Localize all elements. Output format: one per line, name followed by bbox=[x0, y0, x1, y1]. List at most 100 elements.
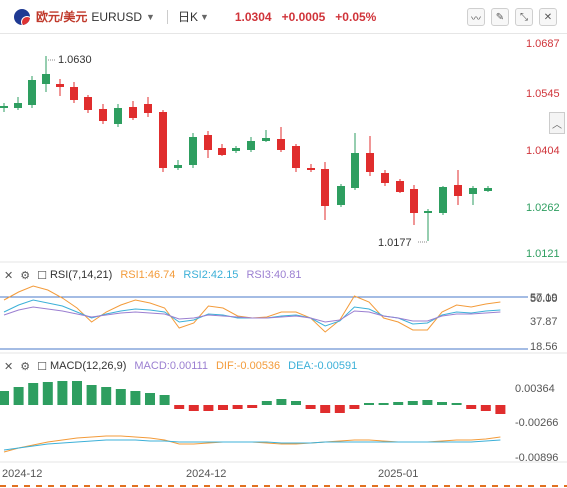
y-label: 1.0687 bbox=[526, 38, 560, 50]
rsi-y-label: 18.56 bbox=[530, 341, 558, 353]
macd-histogram-bar bbox=[480, 405, 491, 411]
candle-body bbox=[189, 137, 197, 165]
macd-histogram-bar bbox=[57, 381, 68, 405]
macd-header: ✕ ⚙ ☐ MACD(12,26,9) MACD:0.00111 DIF:-0.… bbox=[4, 357, 365, 375]
macd-histogram-bar bbox=[13, 387, 24, 405]
chevron-down-icon[interactable]: ▼ bbox=[146, 11, 155, 22]
rsi-y-label: 50.00 bbox=[530, 293, 558, 305]
macd-histogram-bar bbox=[320, 405, 331, 413]
candle-body bbox=[439, 187, 447, 213]
pair-name-cn[interactable]: 欧元/美元 bbox=[36, 10, 88, 24]
macd-histogram-bar bbox=[247, 405, 258, 408]
candle-body bbox=[381, 173, 389, 183]
macd-histogram-bar bbox=[495, 405, 506, 414]
macd-y-label: -0.00266 bbox=[515, 417, 558, 429]
macd-histogram-bar bbox=[130, 391, 141, 405]
macd-histogram-bar bbox=[437, 402, 447, 405]
macd-histogram-bar bbox=[349, 405, 360, 409]
candle-body bbox=[396, 181, 404, 192]
low-price-label: 1.0177 bbox=[378, 237, 412, 249]
macd-histogram-bar bbox=[115, 389, 126, 405]
current-price: 1.0304 bbox=[234, 9, 272, 24]
candle-body bbox=[129, 107, 137, 118]
gear-icon[interactable]: ⚙ bbox=[20, 269, 31, 282]
macd-histogram-bar bbox=[305, 405, 316, 409]
y-label: 1.0404 bbox=[526, 145, 560, 157]
macd-histogram-bar bbox=[218, 405, 228, 410]
macd-histogram-bar bbox=[86, 385, 97, 405]
macd-histogram-bar bbox=[364, 403, 374, 405]
dea-value: DEA:-0.00591 bbox=[288, 360, 358, 372]
chevron-up-icon[interactable]: ︿ bbox=[549, 112, 565, 134]
macd-histogram-bar bbox=[276, 399, 287, 405]
dif-value: DIF:-0.00536 bbox=[215, 360, 281, 372]
rsi-y-label: 57.19 bbox=[530, 292, 558, 304]
candle-body bbox=[14, 103, 22, 108]
checkbox-icon[interactable]: ☐ bbox=[37, 360, 47, 373]
candle-body bbox=[484, 188, 492, 191]
rsi-header: ✕ ⚙ ☐ RSI(7,14,21) RSI1:46.74 RSI2:42.15… bbox=[4, 266, 309, 284]
candle-body bbox=[337, 186, 345, 205]
gear-icon[interactable]: ⚙ bbox=[20, 360, 31, 373]
x-axis-label: 2024-12 bbox=[2, 468, 42, 480]
chart-tools: 〰 ✎ ⤡ ✕ bbox=[467, 8, 557, 26]
x-axis-label: 2024-12 bbox=[186, 468, 226, 480]
macd-histogram-bar bbox=[451, 403, 462, 405]
candle-body bbox=[232, 148, 240, 151]
candle-body bbox=[174, 165, 182, 168]
close-icon[interactable]: ✕ bbox=[539, 8, 557, 26]
candle-body bbox=[410, 189, 418, 213]
rsi1-value: RSI1:46.74 bbox=[120, 269, 176, 281]
candle-body bbox=[204, 135, 212, 150]
macd-y-label: 0.00364 bbox=[515, 383, 555, 395]
rsi3-value: RSI3:40.81 bbox=[246, 269, 302, 281]
candle-body bbox=[218, 148, 226, 155]
macd-y-label: -0.00896 bbox=[515, 452, 558, 464]
rsi-title: RSI(7,14,21) bbox=[49, 269, 113, 281]
candle-body bbox=[42, 74, 50, 84]
price-change: +0.0005 bbox=[281, 9, 326, 24]
y-label: 1.0262 bbox=[526, 202, 560, 214]
y-label: 1.0121 bbox=[526, 248, 560, 260]
macd-histogram-bar bbox=[422, 400, 433, 405]
candle-body bbox=[321, 169, 329, 206]
pencil-icon[interactable]: ✎ bbox=[491, 8, 509, 26]
macd-histogram-bar bbox=[378, 403, 389, 405]
checkbox-icon[interactable]: ☐ bbox=[37, 269, 47, 282]
period-chevron-down-icon[interactable]: ▼ bbox=[199, 11, 209, 22]
macd-histogram-bar bbox=[72, 381, 82, 405]
line-chart-icon[interactable]: 〰 bbox=[467, 8, 485, 26]
macd-histogram-bar bbox=[28, 383, 39, 405]
pair-code[interactable]: EURUSD bbox=[91, 9, 143, 24]
high-price-label: 1.0630 bbox=[58, 54, 92, 66]
x-axis-label: 2025-01 bbox=[378, 468, 418, 480]
macd-histogram-bar bbox=[145, 393, 155, 405]
macd-histogram-bar bbox=[101, 387, 112, 405]
close-icon[interactable]: ✕ bbox=[4, 269, 14, 282]
macd-histogram-bar bbox=[232, 405, 243, 409]
expand-icon[interactable]: ⤡ bbox=[515, 8, 533, 26]
candle-body bbox=[99, 109, 107, 121]
macd-histogram-bar bbox=[261, 401, 272, 405]
period-selector[interactable]: 日K bbox=[177, 10, 198, 24]
rsi-y-label: 37.87 bbox=[530, 316, 558, 328]
macd-value: MACD:0.00111 bbox=[134, 360, 208, 372]
macd-title: MACD(12,26,9) bbox=[49, 360, 127, 372]
candle-body bbox=[292, 146, 300, 168]
candle-body bbox=[454, 185, 462, 196]
y-label: 1.0545 bbox=[526, 88, 560, 100]
candle-body bbox=[351, 153, 359, 188]
close-icon[interactable]: ✕ bbox=[4, 360, 14, 373]
candle-body bbox=[56, 84, 64, 87]
macd-histogram-bar bbox=[334, 405, 345, 413]
macd-histogram-bar bbox=[159, 395, 170, 405]
candle-body bbox=[70, 87, 78, 100]
macd-histogram-bar bbox=[203, 405, 214, 411]
macd-histogram-bar bbox=[0, 391, 9, 405]
candle-body bbox=[0, 106, 8, 108]
macd-histogram-bar bbox=[174, 405, 185, 409]
macd-histogram-bar bbox=[291, 401, 301, 405]
candle-body bbox=[366, 153, 374, 172]
candle-body bbox=[424, 211, 432, 213]
